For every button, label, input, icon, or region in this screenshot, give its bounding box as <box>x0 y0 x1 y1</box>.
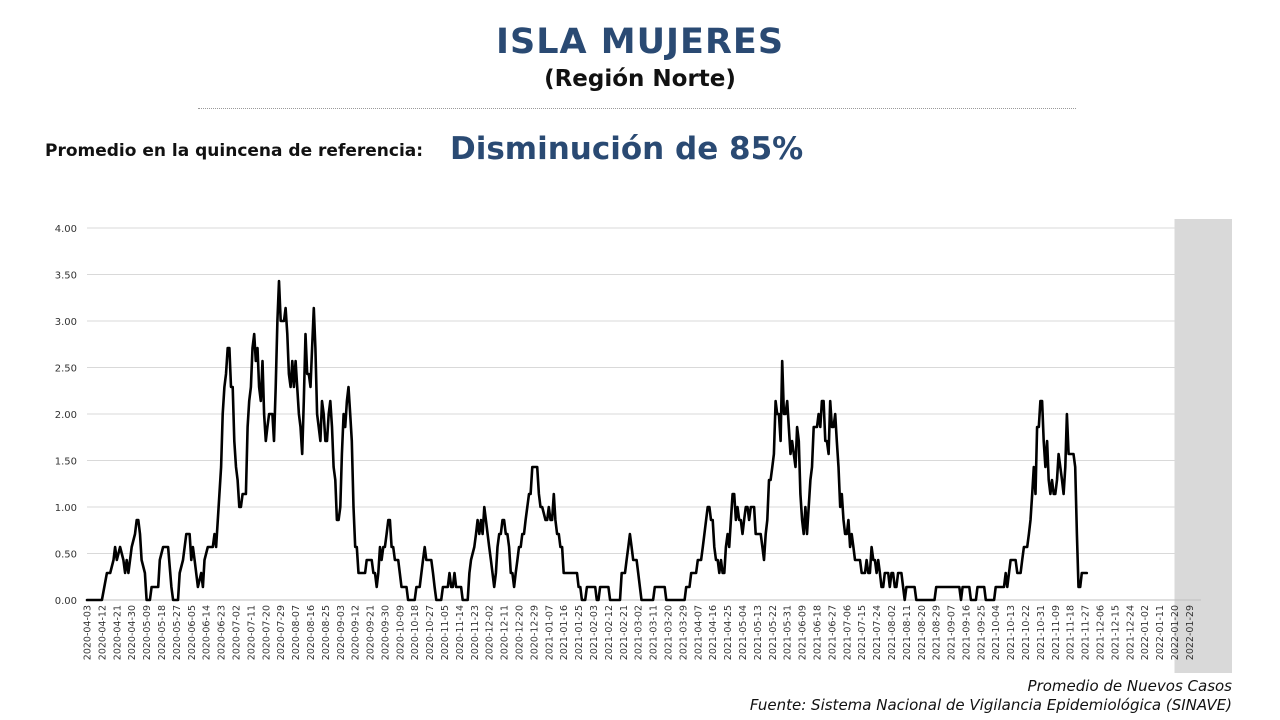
x-tick-label: 2020-10-27 <box>425 605 436 660</box>
y-tick-label: 0.00 <box>55 596 77 607</box>
x-tick-label: 2020-07-02 <box>231 605 242 660</box>
x-tick-label: 2020-09-12 <box>351 605 362 660</box>
x-tick-label: 2020-12-29 <box>529 605 540 660</box>
series-line <box>85 279 1089 602</box>
line-chart: 0.00 0.50 1.00 1.50 2.00 2.50 3.00 3.50 4.00 202… <box>55 219 1232 673</box>
x-tick-label: 2021-06-18 <box>812 605 823 660</box>
x-tick-label: 2020-07-11 <box>246 605 257 660</box>
x-tick-label: 2021-04-07 <box>693 605 704 660</box>
x-tick-label: 2021-02-03 <box>589 605 600 660</box>
x-tick-label: 2020-12-11 <box>500 605 511 660</box>
reference-value: Disminución de 85% <box>450 131 804 167</box>
x-tick-label: 2020-11-14 <box>455 605 466 660</box>
y-tick-label: 3.00 <box>55 317 77 328</box>
y-tick-label: 3.50 <box>55 271 77 282</box>
x-tick-label: 2020-09-21 <box>366 605 377 660</box>
x-tick-label: 2021-07-24 <box>872 605 883 660</box>
x-tick-label: 2020-06-23 <box>217 605 228 660</box>
x-tick-label: 2021-05-22 <box>768 605 779 660</box>
x-tick-label: 2021-08-11 <box>902 605 913 660</box>
x-tick-label: 2021-09-16 <box>961 605 972 660</box>
x-tick-label: 2021-10-13 <box>1006 605 1017 660</box>
x-tick-label: 2020-08-16 <box>306 605 317 660</box>
chart-caption: Promedio de Nuevos Casos <box>1027 677 1232 695</box>
x-tick-label: 2020-04-30 <box>127 605 138 660</box>
x-tick-label: 2021-04-25 <box>723 605 734 660</box>
x-tick-label: 2021-02-21 <box>619 605 630 660</box>
x-tick-label: 2021-11-09 <box>1051 605 1062 660</box>
x-tick-label: 2022-01-02 <box>1140 605 1151 660</box>
x-tick-label: 2020-08-07 <box>291 605 302 660</box>
x-tick-label: 2020-11-05 <box>440 605 451 660</box>
x-tick-label: 2021-12-15 <box>1110 605 1121 660</box>
y-tick-label: 1.50 <box>55 457 77 468</box>
x-tick-label: 2020-06-14 <box>202 605 213 660</box>
x-tick-label: 2021-07-06 <box>842 605 853 660</box>
x-tick-label: 2021-08-02 <box>887 605 898 660</box>
y-tick-label: 1.00 <box>55 503 77 514</box>
x-tick-label: 2021-08-20 <box>917 605 928 660</box>
x-tick-label: 2021-06-27 <box>827 605 838 660</box>
x-tick-label: 2021-01-16 <box>559 605 570 660</box>
highlight-band <box>1174 219 1232 673</box>
x-tick-label: 2021-07-15 <box>857 605 868 660</box>
x-tick-label: 2021-11-18 <box>1066 605 1077 660</box>
x-tick-label: 2020-05-18 <box>157 605 168 660</box>
x-tick-label: 2021-06-09 <box>798 605 809 660</box>
x-tick-label: 2021-03-29 <box>678 605 689 660</box>
x-tick-label: 2020-12-20 <box>515 605 526 660</box>
x-tick-label: 2021-09-07 <box>947 605 958 660</box>
page-subtitle: (Región Norte) <box>544 66 736 92</box>
x-tick-label: 2021-02-12 <box>604 605 615 660</box>
x-tick-label: 2020-04-21 <box>112 605 123 660</box>
y-tick-label: 4.00 <box>55 224 77 235</box>
x-tick-label: 2021-12-06 <box>1096 605 1107 660</box>
x-tick-label: 2020-08-25 <box>321 605 332 660</box>
x-tick-label: 2021-10-04 <box>991 605 1002 660</box>
x-tick-label: 2022-01-20 <box>1170 605 1181 660</box>
x-tick-label: 2021-10-22 <box>1021 605 1032 660</box>
x-tick-label: 2021-05-04 <box>738 605 749 660</box>
x-tick-label: 2020-12-02 <box>485 605 496 660</box>
x-tick-label: 2021-03-20 <box>664 605 675 660</box>
x-tick-label: 2020-11-23 <box>470 605 481 660</box>
x-tick-label: 2021-03-02 <box>634 605 645 660</box>
x-tick-label: 2020-10-09 <box>395 605 406 660</box>
x-tick-label: 2022-01-11 <box>1155 605 1166 660</box>
x-tick-label: 2020-09-03 <box>336 605 347 660</box>
x-tick-label: 2020-07-29 <box>276 605 287 660</box>
x-tick-label: 2021-05-13 <box>753 605 764 660</box>
page-title: ISLA MUJERES <box>495 22 785 62</box>
x-tick-label: 2020-04-12 <box>97 605 108 660</box>
x-tick-label: 2020-06-05 <box>187 605 198 660</box>
x-tick-label: 2020-09-30 <box>380 605 391 660</box>
x-tick-label: 2021-08-29 <box>932 605 943 660</box>
y-tick-label: 2.50 <box>55 364 77 375</box>
y-tick-label: 0.50 <box>55 550 77 561</box>
x-tick-label: 2020-07-20 <box>261 605 272 660</box>
x-tick-label: 2021-01-07 <box>544 605 555 660</box>
x-tick-label: 2020-05-27 <box>172 605 183 660</box>
x-tick-label: 2020-10-18 <box>410 605 421 660</box>
y-tick-label: 2.00 <box>55 410 77 421</box>
title-divider <box>198 108 1076 109</box>
x-tick-label: 2020-04-03 <box>83 605 94 660</box>
x-tick-label: 2021-12-24 <box>1125 605 1136 660</box>
x-tick-label: 2021-05-31 <box>783 605 794 660</box>
x-tick-label: 2021-11-27 <box>1081 605 1092 660</box>
x-tick-label: 2021-10-31 <box>1036 605 1047 660</box>
source-note: Fuente: Sistema Nacional de Vigilancia E… <box>749 696 1232 714</box>
x-tick-label: 2020-05-09 <box>142 605 153 660</box>
x-tick-label: 2021-03-11 <box>649 605 660 660</box>
reference-label: Promedio en la quincena de referencia: <box>45 141 424 161</box>
x-tick-label: 2021-01-25 <box>574 605 585 660</box>
x-tick-label: 2021-09-25 <box>976 605 987 660</box>
x-tick-label: 2021-04-16 <box>708 605 719 660</box>
x-tick-label: 2022-01-29 <box>1185 605 1196 660</box>
